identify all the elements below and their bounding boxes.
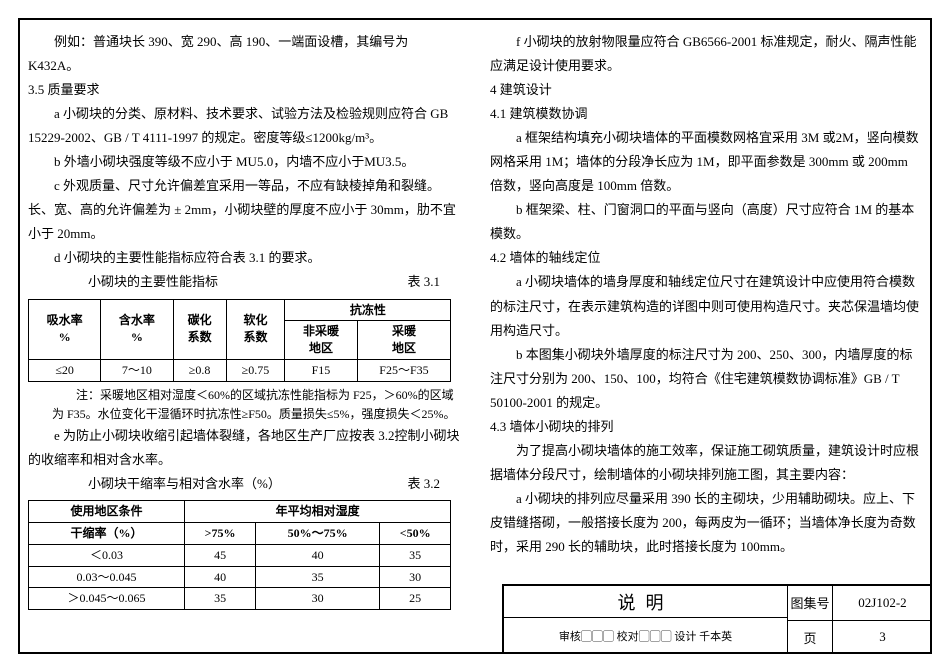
para-43a: a 小砌块的排列应尽量采用 390 长的主砌块，少用辅助砌块。应上、下皮错缝搭砌… bbox=[490, 487, 922, 559]
table-3-1-title: 小砌块的主要性能指标 表 3.1 bbox=[28, 270, 460, 294]
section-4-2: 4.2 墙体的轴线定位 bbox=[490, 246, 922, 270]
table-3-2-number: 表 3.2 bbox=[407, 472, 440, 496]
content-area: 例如：普通块长 390、宽 290、高 190、一端面设槽，其编号为 K432A… bbox=[28, 30, 922, 582]
t32-r03: 35 bbox=[379, 544, 450, 566]
t31-h5a: 非采暖地区 bbox=[285, 321, 357, 360]
t31-h1: 吸水率% bbox=[29, 299, 101, 359]
para-35d: d 小砌块的主要性能指标应符合表 3.1 的要求。 bbox=[28, 246, 460, 270]
table-3-2-caption: 小砌块干缩率与相对含水率（%） bbox=[88, 472, 281, 496]
t32-h2: 年平均相对湿度 bbox=[184, 501, 450, 523]
t31-r1: 7～10 bbox=[101, 359, 173, 381]
table-3-2: 使用地区条件 年平均相对湿度 干缩率（%） >75% 50%～75% <50% … bbox=[28, 500, 451, 610]
right-column: f 小砌块的放射物限量应符合 GB6566-2001 标准规定，耐火、隔声性能应… bbox=[490, 30, 922, 582]
t32-c1: >75% bbox=[184, 523, 255, 545]
table-3-1-number: 表 3.1 bbox=[407, 270, 440, 294]
t32-r23: 25 bbox=[379, 588, 450, 610]
t32-h1: 使用地区条件 bbox=[29, 501, 185, 523]
t32-hsub: 干缩率（%） bbox=[29, 523, 185, 545]
set-number-value: 02J102-2 bbox=[833, 586, 932, 620]
t32-c3: <50% bbox=[379, 523, 450, 545]
table-3-2-title: 小砌块干缩率与相对含水率（%） 表 3.2 bbox=[28, 472, 460, 496]
t32-r00: ＜0.03 bbox=[29, 544, 185, 566]
t32-r22: 30 bbox=[256, 588, 380, 610]
para-35e: e 为防止小砌块收缩引起墙体裂缝，各地区生产厂应按表 3.2控制小砌块的收缩率和… bbox=[28, 424, 460, 472]
t32-r21: 35 bbox=[184, 588, 255, 610]
table-3-1-note: 注：采暖地区相对湿度＜60%的区域抗冻性能指标为 F25，＞60%的区域为 F3… bbox=[28, 386, 460, 424]
para-35b: b 外墙小砌块强度等级不应小于 MU5.0，内墙不应小于MU3.5。 bbox=[28, 150, 460, 174]
para-35f: f 小砌块的放射物限量应符合 GB6566-2001 标准规定，耐火、隔声性能应… bbox=[490, 30, 922, 78]
para-42b: b 本图集小砌块外墙厚度的标注尺寸为 200、250、300，内墙厚度的标注尺寸… bbox=[490, 343, 922, 415]
section-4: 4 建筑设计 bbox=[490, 78, 922, 102]
t31-r4: F15 bbox=[285, 359, 357, 381]
t32-r11: 40 bbox=[184, 566, 255, 588]
t32-r01: 45 bbox=[184, 544, 255, 566]
section-3-5: 3.5 质量要求 bbox=[28, 78, 460, 102]
signature-line: 审核▢▢▢ 校对▢▢▢ 设计 千本英 bbox=[504, 618, 787, 654]
set-number-label: 图集号 bbox=[788, 586, 833, 620]
t31-r0: ≤20 bbox=[29, 359, 101, 381]
t32-r10: 0.03～0.045 bbox=[29, 566, 185, 588]
t31-r2: ≥0.8 bbox=[173, 359, 226, 381]
left-column: 例如：普通块长 390、宽 290、高 190、一端面设槽，其编号为 K432A… bbox=[28, 30, 460, 582]
t31-r3: ≥0.75 bbox=[226, 359, 285, 381]
t31-h3: 碳化系数 bbox=[173, 299, 226, 359]
para-35c: c 外观质量、尺寸允许偏差宜采用一等品，不应有缺棱掉角和裂缝。长、宽、高的允许偏… bbox=[28, 174, 460, 246]
title-block: 说明 审核▢▢▢ 校对▢▢▢ 设计 千本英 图集号 02J102-2 页 3 bbox=[502, 584, 932, 654]
t31-h5b: 采暖地区 bbox=[357, 321, 451, 360]
para-43intro: 为了提高小砌块墙体的施工效率，保证施工砌筑质量，建筑设计时应根据墙体分段尺寸，绘… bbox=[490, 439, 922, 487]
table-3-1: 吸水率% 含水率% 碳化系数 软化系数 抗冻性 非采暖地区 采暖地区 ≤20 7… bbox=[28, 299, 451, 382]
para-35a: a 小砌块的分类、原材料、技术要求、试验方法及检验规则应符合 GB 15229-… bbox=[28, 102, 460, 150]
para-example: 例如：普通块长 390、宽 290、高 190、一端面设槽，其编号为 K432A… bbox=[28, 30, 460, 78]
para-41a: a 框架结构填充小砌块墙体的平面模数网格宜采用 3M 或2M，竖向模数网格采用 … bbox=[490, 126, 922, 198]
para-42a: a 小砌块墙体的墙身厚度和轴线定位尺寸在建筑设计中应使用符合模数的标注尺寸，在表… bbox=[490, 270, 922, 342]
t32-r02: 40 bbox=[256, 544, 380, 566]
t32-c2: 50%～75% bbox=[256, 523, 380, 545]
para-41b: b 框架梁、柱、门窗洞口的平面与竖向（高度）尺寸应符合 1M 的基本模数。 bbox=[490, 198, 922, 246]
t32-r12: 35 bbox=[256, 566, 380, 588]
page-number-value: 3 bbox=[833, 621, 932, 655]
t31-h5: 抗冻性 bbox=[285, 299, 451, 321]
section-4-3: 4.3 墙体小砌块的排列 bbox=[490, 415, 922, 439]
drawing-title: 说明 bbox=[504, 586, 787, 618]
t31-h2: 含水率% bbox=[101, 299, 173, 359]
t32-r13: 30 bbox=[379, 566, 450, 588]
page-number-label: 页 bbox=[788, 621, 833, 655]
section-4-1: 4.1 建筑模数协调 bbox=[490, 102, 922, 126]
t32-r20: ＞0.045～0.065 bbox=[29, 588, 185, 610]
table-3-1-caption: 小砌块的主要性能指标 bbox=[88, 270, 218, 294]
t31-r5: F25～F35 bbox=[357, 359, 451, 381]
t31-h4: 软化系数 bbox=[226, 299, 285, 359]
